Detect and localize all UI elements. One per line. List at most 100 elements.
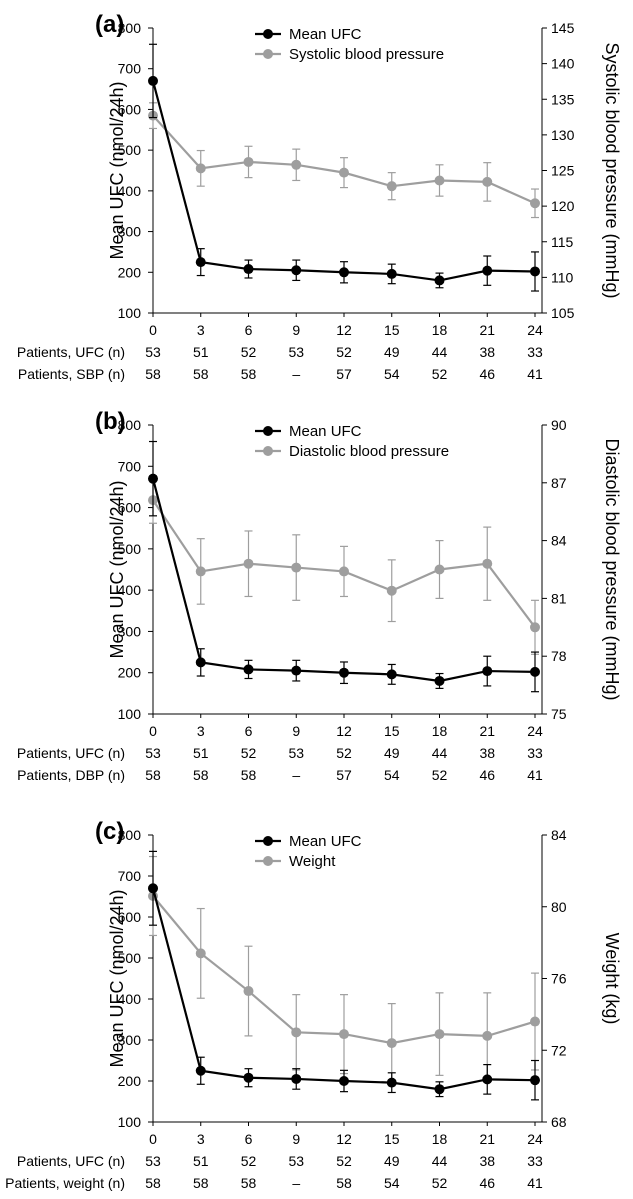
legend-label: Mean UFC (289, 26, 362, 43)
table-cell: 54 (384, 366, 400, 382)
left-tick-label: 100 (118, 1114, 142, 1130)
table-cell: 41 (527, 1175, 543, 1191)
left-tick-label: 700 (118, 868, 142, 884)
panel-label: (c) (95, 818, 124, 845)
x-tick-label: 15 (384, 322, 400, 338)
panel-1: 1002003004005006007008001051101151201251… (17, 11, 622, 382)
left-tick-label: 500 (118, 950, 142, 966)
left-tick-label: 500 (118, 541, 142, 557)
data-point (195, 1065, 206, 1076)
data-point (482, 666, 493, 677)
table-cell: – (292, 1175, 300, 1191)
legend-marker (263, 856, 273, 866)
left-tick-label: 700 (118, 458, 142, 474)
data-point (339, 267, 349, 278)
right-axis-title: Systolic blood pressure (mmHg) (602, 42, 622, 298)
right-tick-label: 135 (551, 91, 575, 107)
data-point (386, 1077, 397, 1088)
data-point (339, 667, 349, 678)
data-point (243, 558, 254, 569)
table-cell: 57 (336, 767, 352, 783)
data-point (434, 175, 445, 186)
right-tick-label: 140 (551, 56, 575, 72)
data-point (434, 1084, 445, 1095)
series-weight (148, 855, 540, 1084)
x-tick-label: 9 (292, 322, 300, 338)
data-point (434, 1029, 445, 1040)
table-cell: 53 (288, 344, 304, 360)
right-tick-label: 130 (551, 127, 575, 143)
right-tick-label: 105 (551, 305, 575, 321)
left-tick-label: 600 (118, 101, 142, 117)
right-tick-label: 80 (551, 899, 567, 915)
x-tick-label: 0 (149, 1131, 157, 1147)
data-point (482, 558, 493, 569)
table-cell: 49 (384, 745, 400, 761)
left-tick-label: 300 (118, 623, 142, 639)
x-tick-label: 21 (479, 322, 495, 338)
left-tick-label: 200 (118, 1073, 142, 1089)
data-point (339, 566, 349, 577)
series-mean-ufc (148, 440, 540, 693)
data-point (243, 264, 254, 275)
table-cell: 58 (145, 366, 161, 382)
data-point (339, 1029, 349, 1040)
left-tick-label: 200 (118, 665, 142, 681)
right-axis-title: Diastolic blood pressure (mmHg) (602, 438, 622, 700)
data-point (243, 1072, 254, 1083)
data-point (530, 266, 540, 277)
table-cell: 52 (432, 1175, 448, 1191)
right-tick-label: 75 (551, 706, 567, 722)
table-cell: – (292, 366, 300, 382)
table-cell: 58 (193, 767, 209, 783)
data-point (195, 948, 206, 959)
right-tick-label: 125 (551, 163, 575, 179)
legend-marker (263, 29, 273, 39)
table-cell: 52 (241, 344, 257, 360)
left-tick-label: 100 (118, 305, 142, 321)
data-point (386, 268, 397, 279)
data-point (195, 657, 206, 668)
data-point (482, 265, 493, 276)
table-cell: 54 (384, 767, 400, 783)
right-tick-label: 78 (551, 648, 567, 664)
data-point (195, 163, 206, 174)
table-cell: 44 (432, 1153, 448, 1169)
data-point (530, 1016, 540, 1027)
legend-marker (263, 426, 273, 436)
x-tick-label: 9 (292, 1131, 300, 1147)
data-point (148, 473, 158, 484)
data-point (339, 1076, 349, 1086)
x-tick-label: 24 (527, 322, 543, 338)
x-tick-label: 6 (245, 322, 253, 338)
x-tick-label: 18 (432, 1131, 448, 1147)
x-tick-label: 21 (479, 1131, 495, 1147)
left-tick-label: 100 (118, 706, 142, 722)
x-tick-label: 0 (149, 322, 157, 338)
x-tick-label: 9 (292, 723, 300, 739)
data-point (482, 176, 493, 187)
left-tick-label: 600 (118, 909, 142, 925)
right-tick-label: 68 (551, 1114, 567, 1130)
x-tick-label: 3 (197, 322, 205, 338)
table-cell: 33 (527, 344, 543, 360)
left-tick-label: 500 (118, 142, 142, 158)
legend-marker (263, 836, 273, 846)
table-cell: 58 (336, 1175, 352, 1191)
right-tick-label: 84 (551, 533, 567, 549)
table-row-label: Patients, SBP (n) (18, 366, 125, 382)
table-cell: 53 (288, 1153, 304, 1169)
x-tick-label: 12 (336, 723, 352, 739)
table-cell: 33 (527, 1153, 543, 1169)
table-cell: 51 (193, 1153, 209, 1169)
data-point (243, 986, 254, 997)
table-cell: 52 (241, 1153, 257, 1169)
data-point (386, 1038, 397, 1049)
x-tick-label: 24 (527, 1131, 543, 1147)
x-tick-label: 18 (432, 723, 448, 739)
left-axis-title: Mean UFC (nmol/24h) (107, 480, 127, 658)
table-cell: 33 (527, 745, 543, 761)
x-tick-label: 6 (245, 1131, 253, 1147)
panel-label: (a) (95, 11, 124, 38)
